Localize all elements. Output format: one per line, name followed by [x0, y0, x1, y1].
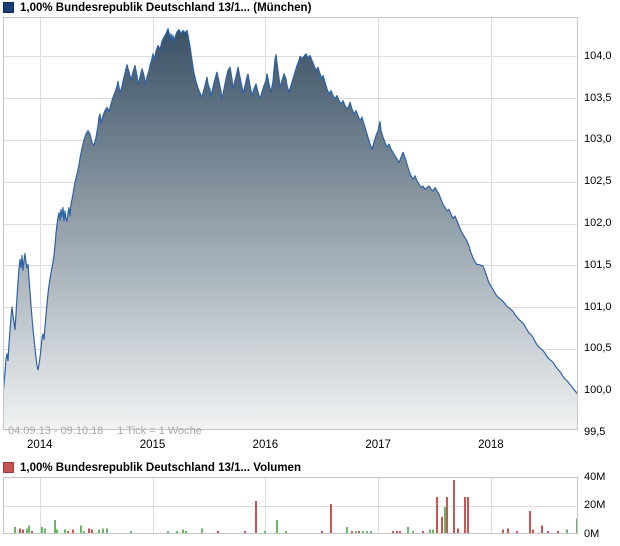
x-axis-year-label: 2017	[365, 439, 391, 451]
price-series-swatch-icon	[3, 2, 14, 13]
volume-chart-plot[interactable]	[3, 477, 578, 534]
x-axis-year-label: 2018	[478, 439, 504, 451]
volume-series-swatch-icon	[3, 462, 14, 473]
date-range-row: 04.09.13 - 09.10.18 1 Tick = 1 Woche	[8, 425, 216, 437]
price-y-tick-label: 103,0	[584, 133, 612, 146]
volume-legend-label: 1,00% Bundesrepublik Deutschland 13/1...…	[20, 461, 301, 474]
x-axis-year-label: 2015	[139, 439, 166, 451]
price-y-tick-label: 100,5	[584, 342, 612, 355]
price-chart-plot[interactable]	[3, 17, 578, 430]
tick-interval-label: 1 Tick = 1 Woche	[117, 425, 202, 437]
volume-chart-canvas[interactable]	[3, 477, 578, 534]
date-range-label: 04.09.13 - 09.10.18	[8, 425, 104, 437]
price-y-tick-label: 103,5	[584, 91, 612, 104]
price-y-tick-label: 101,0	[584, 300, 612, 313]
price-legend-label: 1,00% Bundesrepublik Deutschland 13/1...…	[20, 1, 312, 14]
price-y-tick-label: 101,5	[584, 258, 612, 271]
x-axis-year-label: 2016	[252, 439, 279, 451]
price-chart-canvas[interactable]	[3, 17, 578, 430]
volume-y-tick-label: 0M	[584, 527, 600, 540]
price-y-tick-label: 99,5	[584, 426, 606, 438]
volume-legend: 1,00% Bundesrepublik Deutschland 13/1...…	[3, 461, 301, 474]
price-y-tick-label: 102,5	[584, 175, 612, 188]
volume-y-tick-label: 40M	[584, 470, 606, 483]
price-y-tick-label: 102,0	[584, 217, 612, 229]
volume-y-tick-label: 20M	[584, 499, 606, 511]
price-y-tick-label: 104,0	[584, 49, 612, 62]
price-legend: 1,00% Bundesrepublik Deutschland 13/1...…	[3, 1, 311, 14]
x-axis-year-label: 2014	[26, 439, 53, 451]
price-y-tick-label: 100,0	[584, 384, 612, 397]
